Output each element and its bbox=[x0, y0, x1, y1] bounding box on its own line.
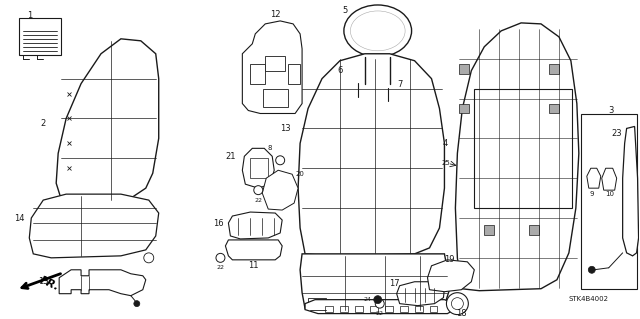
Ellipse shape bbox=[355, 71, 362, 83]
Text: 18: 18 bbox=[456, 309, 467, 318]
Text: 4: 4 bbox=[443, 139, 448, 148]
Text: 20: 20 bbox=[296, 171, 305, 177]
Polygon shape bbox=[228, 212, 282, 239]
Bar bbox=[474, 89, 572, 208]
Text: FR.: FR. bbox=[38, 275, 61, 293]
Polygon shape bbox=[456, 23, 579, 291]
Text: 3: 3 bbox=[608, 106, 613, 115]
Polygon shape bbox=[602, 168, 617, 190]
Bar bbox=[265, 56, 285, 71]
Ellipse shape bbox=[384, 76, 391, 88]
Polygon shape bbox=[623, 126, 639, 256]
Text: 9: 9 bbox=[589, 191, 594, 197]
Text: 21: 21 bbox=[225, 152, 236, 161]
Text: 12: 12 bbox=[270, 11, 280, 19]
Ellipse shape bbox=[350, 11, 405, 51]
Bar bbox=[484, 225, 494, 235]
Bar bbox=[325, 306, 333, 312]
Text: 24: 24 bbox=[364, 297, 372, 302]
Polygon shape bbox=[397, 282, 444, 306]
Text: 16: 16 bbox=[213, 219, 224, 227]
Ellipse shape bbox=[451, 298, 463, 310]
Text: STK4B4002: STK4B4002 bbox=[569, 296, 609, 302]
Bar bbox=[529, 225, 539, 235]
Bar bbox=[415, 306, 422, 312]
Text: 1: 1 bbox=[27, 11, 32, 20]
Text: 14: 14 bbox=[14, 213, 24, 223]
Bar bbox=[549, 64, 559, 74]
Polygon shape bbox=[243, 148, 274, 188]
Polygon shape bbox=[305, 300, 454, 314]
Ellipse shape bbox=[588, 266, 595, 273]
Bar bbox=[549, 104, 559, 114]
Bar bbox=[385, 306, 393, 312]
Bar bbox=[340, 306, 348, 312]
Text: 25: 25 bbox=[441, 160, 450, 166]
Text: 13: 13 bbox=[280, 124, 291, 133]
Ellipse shape bbox=[254, 186, 263, 195]
Polygon shape bbox=[243, 21, 302, 114]
Text: 7: 7 bbox=[397, 80, 403, 89]
Bar bbox=[19, 18, 61, 55]
Text: 22: 22 bbox=[254, 197, 262, 203]
Text: 10: 10 bbox=[605, 191, 614, 197]
Bar bbox=[370, 306, 378, 312]
Ellipse shape bbox=[276, 156, 285, 165]
Text: 17: 17 bbox=[389, 279, 400, 288]
Text: 5: 5 bbox=[342, 6, 348, 15]
Text: 6: 6 bbox=[337, 66, 342, 75]
Bar bbox=[429, 306, 438, 312]
Polygon shape bbox=[225, 240, 282, 260]
Text: 15: 15 bbox=[38, 277, 49, 286]
Bar bbox=[250, 64, 265, 84]
Bar bbox=[460, 64, 469, 74]
Ellipse shape bbox=[447, 293, 468, 315]
Bar bbox=[581, 115, 637, 289]
Polygon shape bbox=[428, 260, 474, 292]
Ellipse shape bbox=[375, 299, 384, 308]
Polygon shape bbox=[29, 194, 159, 258]
Text: 22: 22 bbox=[376, 311, 384, 316]
Polygon shape bbox=[56, 39, 159, 202]
Text: 22: 22 bbox=[216, 265, 225, 270]
Polygon shape bbox=[587, 168, 601, 188]
Text: 19: 19 bbox=[444, 255, 454, 264]
Text: 2: 2 bbox=[40, 119, 46, 128]
Polygon shape bbox=[298, 54, 444, 256]
Polygon shape bbox=[59, 270, 146, 296]
Bar bbox=[308, 298, 326, 310]
Text: 23: 23 bbox=[611, 129, 622, 138]
Text: 8: 8 bbox=[268, 145, 273, 151]
Ellipse shape bbox=[344, 5, 412, 57]
Ellipse shape bbox=[374, 296, 381, 304]
Polygon shape bbox=[300, 254, 449, 311]
Bar bbox=[288, 64, 300, 84]
Text: 11: 11 bbox=[248, 261, 259, 270]
Ellipse shape bbox=[144, 253, 154, 263]
Bar bbox=[355, 306, 363, 312]
Ellipse shape bbox=[385, 100, 390, 105]
Ellipse shape bbox=[216, 253, 225, 262]
Ellipse shape bbox=[355, 96, 360, 101]
Ellipse shape bbox=[134, 300, 140, 307]
Bar bbox=[263, 89, 288, 107]
Bar bbox=[399, 306, 408, 312]
Bar bbox=[460, 104, 469, 114]
Bar bbox=[250, 158, 268, 178]
Polygon shape bbox=[262, 170, 298, 210]
